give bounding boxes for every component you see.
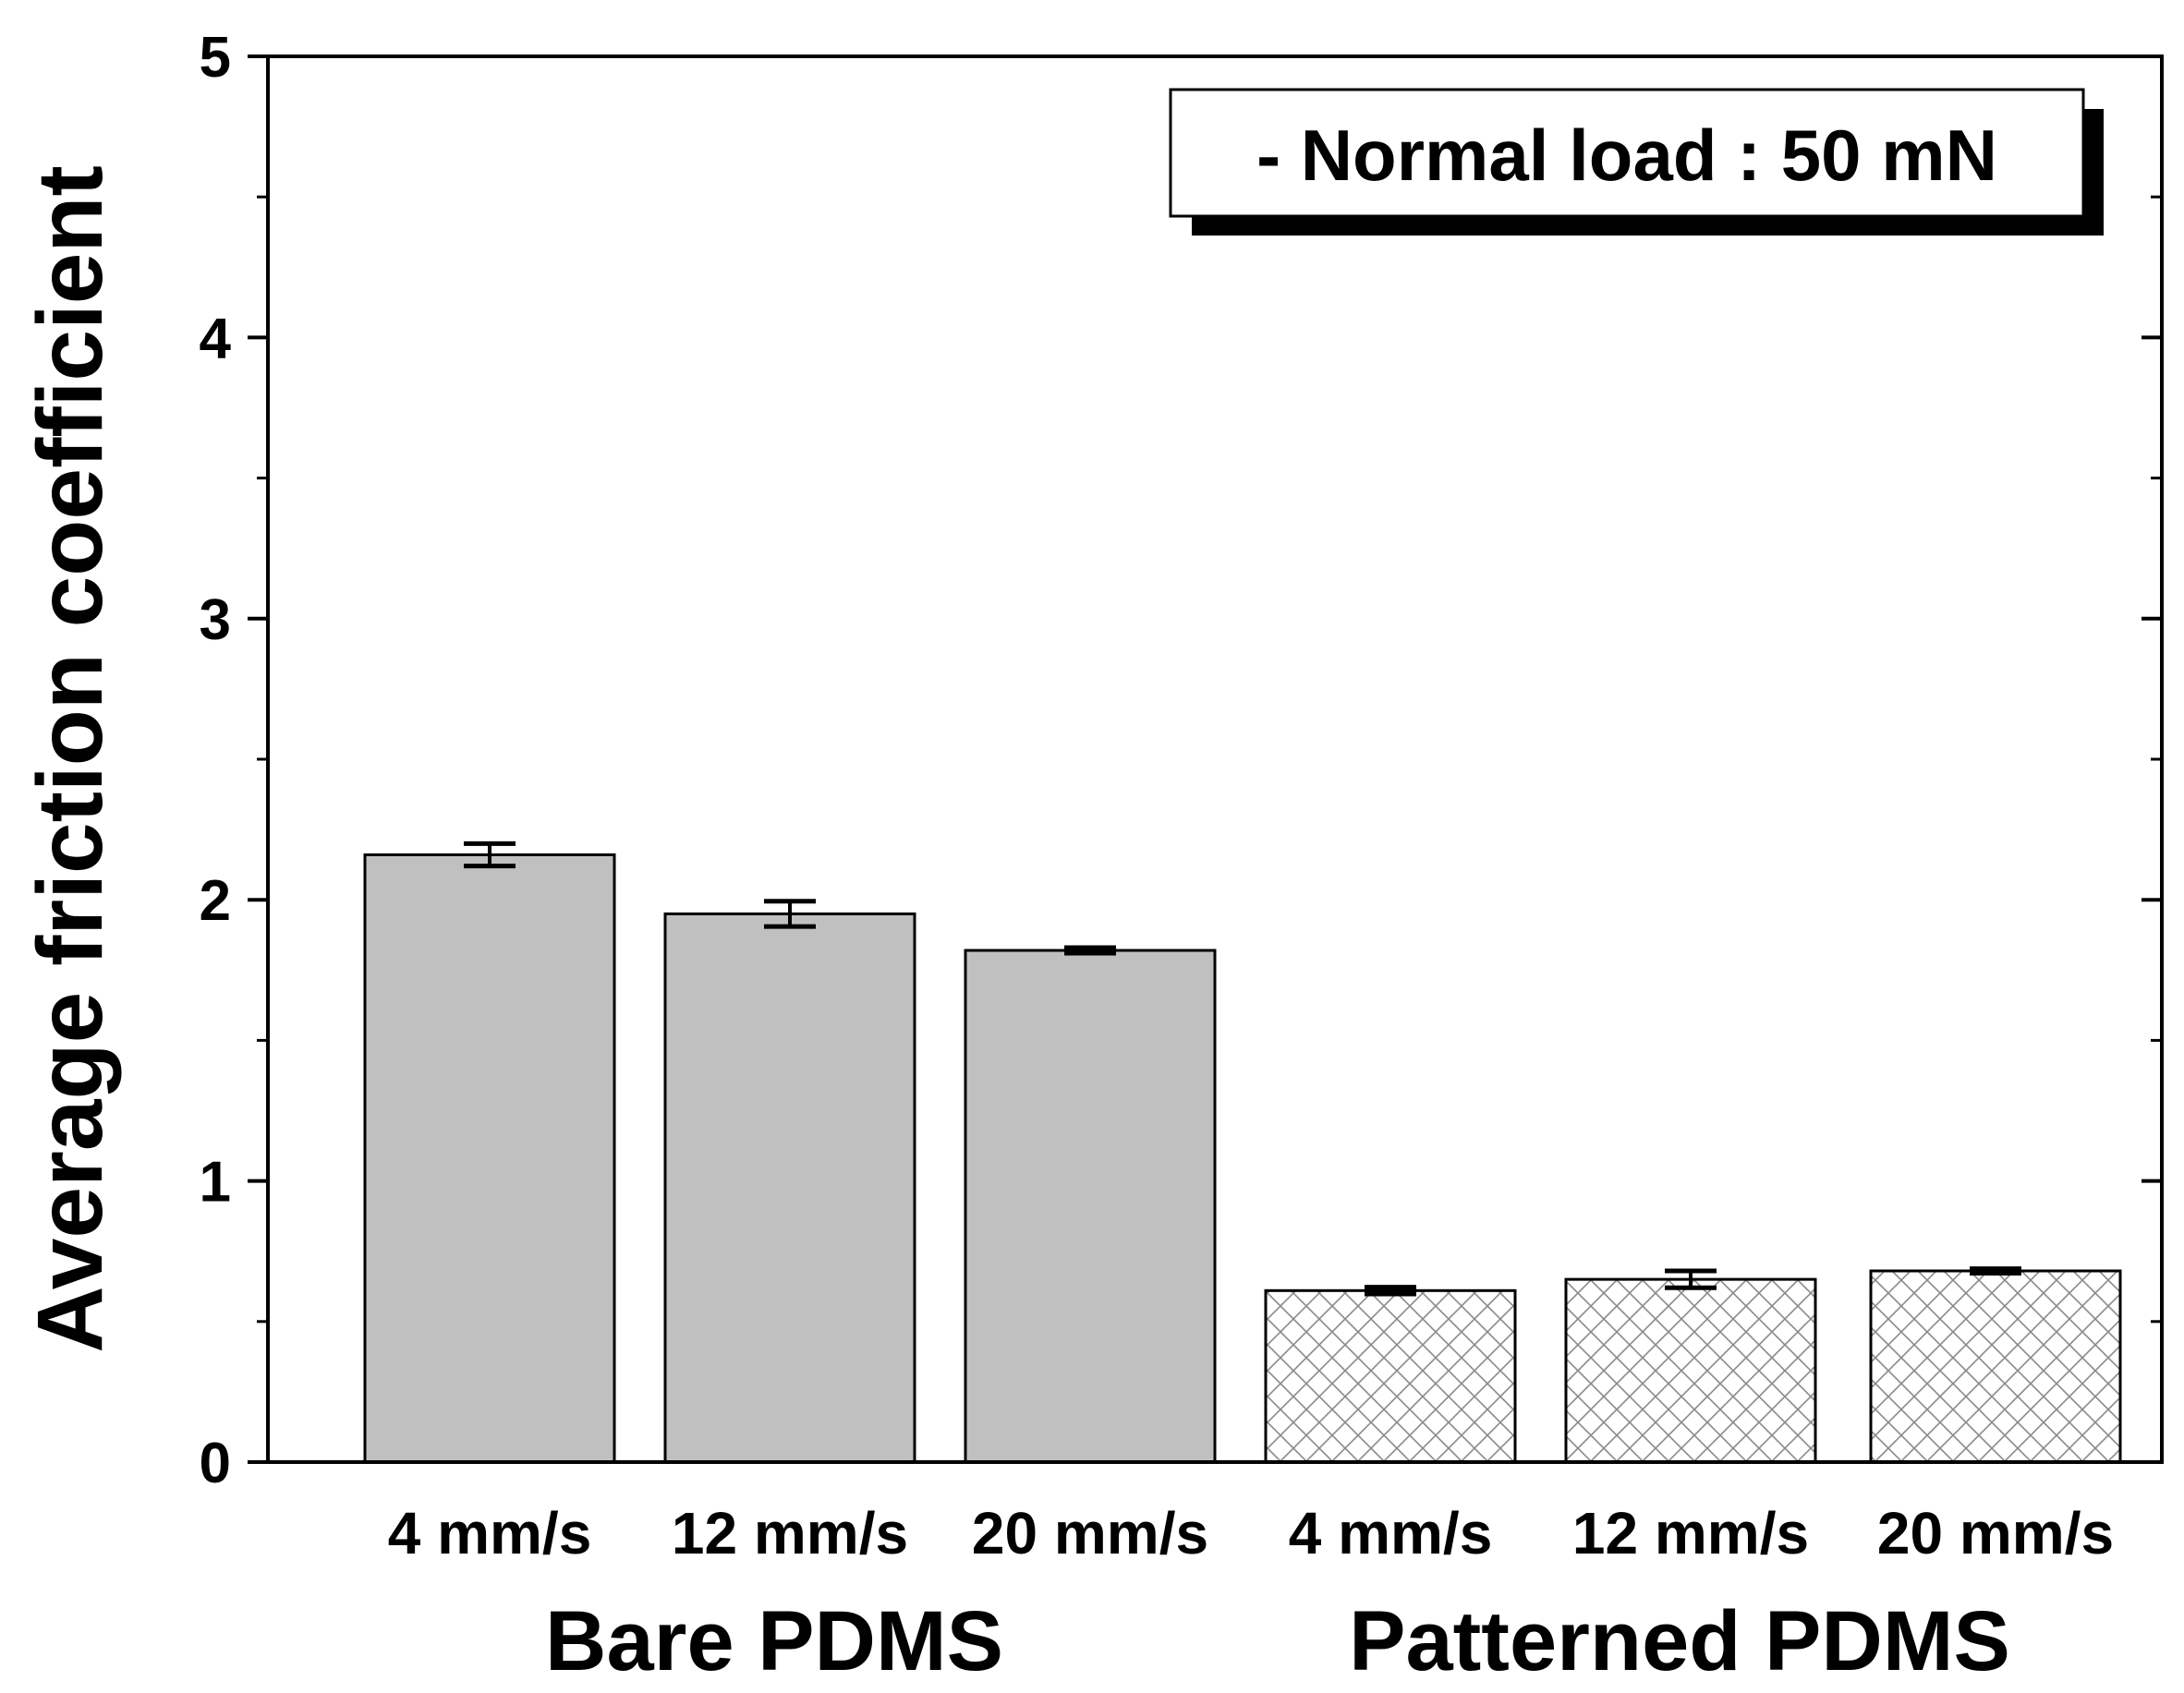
bar-patterned-4mms bbox=[1264, 1288, 1517, 1464]
errorbar-1 bbox=[764, 899, 816, 929]
plot-frame bbox=[266, 54, 2164, 1464]
ticks-layer: 0 1 2 3 4 5 bbox=[200, 26, 2162, 1495]
errorbars-layer bbox=[464, 840, 2021, 1297]
ytick-label: 0 bbox=[200, 1432, 231, 1495]
y-axis-label: Average friction coefficient bbox=[18, 165, 122, 1353]
errorbar-2 bbox=[1064, 945, 1116, 956]
ytick-label: 5 bbox=[200, 26, 231, 90]
ytick-label: 3 bbox=[200, 588, 231, 652]
bar-patterned-12mms bbox=[1564, 1277, 1817, 1464]
errorbar-0 bbox=[464, 840, 516, 869]
legend-text: - Normal load : 50 mN bbox=[1256, 115, 1997, 196]
ytick-label: 4 bbox=[200, 307, 232, 370]
bar-bare-12mms bbox=[663, 912, 916, 1464]
group-label-patterned: Patterned PDMS bbox=[1349, 1594, 2010, 1688]
errorbar-3 bbox=[1365, 1285, 1416, 1297]
legend-box bbox=[1169, 88, 2085, 218]
group-label-bare: Bare PDMS bbox=[545, 1594, 1003, 1688]
ytick-label: 2 bbox=[200, 869, 231, 933]
bar-bare-20mms bbox=[964, 949, 1217, 1464]
category-label: 4 mm/s bbox=[1289, 1500, 1493, 1566]
category-label: 4 mm/s bbox=[388, 1500, 592, 1566]
category-labels: 4 mm/s 12 mm/s 20 mm/s 4 mm/s 12 mm/s 20 mm/s bbox=[388, 1500, 2114, 1566]
category-label: 12 mm/s bbox=[1572, 1500, 1809, 1566]
category-label: 12 mm/s bbox=[672, 1500, 908, 1566]
category-label: 20 mm/s bbox=[1877, 1500, 2114, 1566]
bar-bare-4mms bbox=[363, 853, 616, 1464]
errorbar-4 bbox=[1665, 1268, 1717, 1290]
errorbar-5 bbox=[1970, 1266, 2021, 1276]
bar-patterned-20mms bbox=[1869, 1269, 2122, 1464]
bars-layer bbox=[363, 853, 2122, 1464]
legend: - Normal load : 50 mN bbox=[1169, 88, 2104, 236]
ytick-label: 1 bbox=[200, 1151, 231, 1215]
category-label: 20 mm/s bbox=[972, 1500, 1208, 1566]
